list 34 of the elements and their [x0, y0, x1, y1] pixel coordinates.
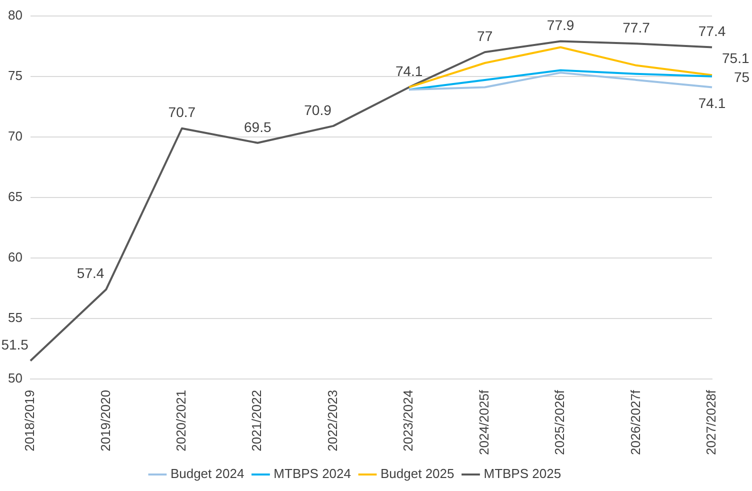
legend-label: MTBPS 2025: [484, 466, 562, 482]
legend-label: MTBPS 2024: [274, 466, 352, 482]
data-label: 70.9: [304, 102, 332, 118]
x-tick-label: 2021/2022: [249, 390, 264, 452]
data-label: 77.7: [622, 20, 650, 36]
data-label: 74.1: [395, 63, 423, 80]
x-tick-label: 2023/2024: [400, 390, 416, 452]
data-label: 74.1: [698, 95, 726, 112]
legend-label: Budget 2024: [170, 466, 244, 482]
y-tick-label: 50: [8, 370, 22, 386]
data-label: 77.4: [698, 23, 726, 40]
y-tick-label: 60: [8, 249, 22, 264]
data-label: 69.5: [244, 118, 272, 135]
x-tick-label: 2025/2026f: [552, 390, 568, 456]
data-label: 57.4: [76, 265, 104, 282]
data-label: 75: [734, 69, 750, 86]
x-tick-label: 2020/2021: [173, 390, 188, 452]
data-label: 77: [477, 28, 493, 44]
y-tick-label: 65: [8, 188, 22, 204]
legend-label: Budget 2025: [380, 466, 454, 482]
y-tick-label: 70: [8, 128, 22, 144]
x-tick-label: 2022/2023: [324, 390, 340, 452]
x-tick-label: 2024/2025f: [476, 390, 492, 456]
data-label: 77.9: [546, 17, 574, 34]
x-tick-label: 2026/2027f: [628, 390, 643, 456]
x-tick-label: 2027/2028f: [704, 390, 719, 456]
x-tick-label: 2019/2020: [98, 390, 113, 452]
y-tick-label: 80: [8, 7, 22, 22]
x-tick-label: 2018/2019: [22, 390, 38, 452]
data-label: 51.5: [1, 336, 29, 353]
y-tick-label: 75: [8, 68, 22, 83]
data-label: 75.1: [722, 50, 750, 66]
y-tick-label: 55: [8, 310, 22, 325]
data-label: 70.7: [168, 104, 196, 120]
